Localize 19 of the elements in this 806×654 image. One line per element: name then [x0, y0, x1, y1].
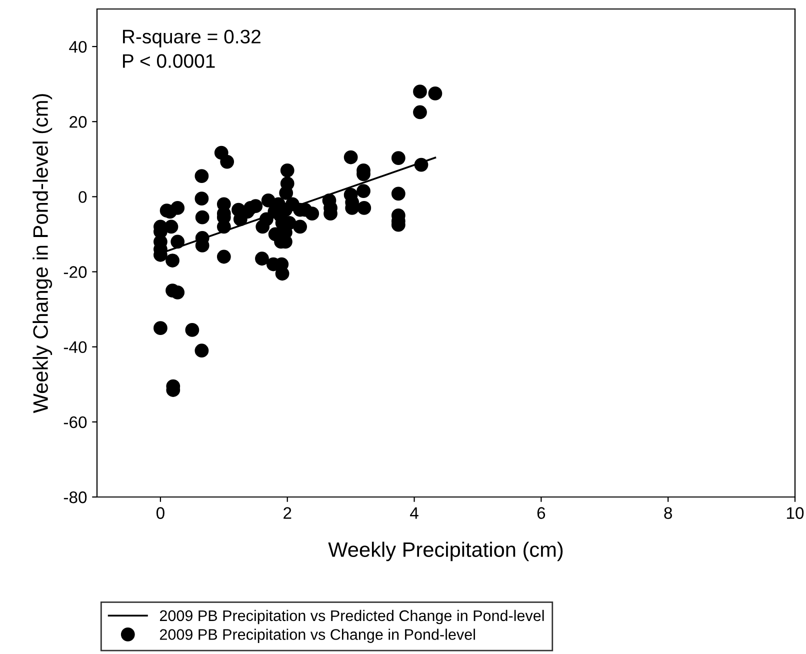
y-tick-label: -60 — [64, 416, 87, 428]
legend-label: 2009 PB Precipitation vs Change in Pond-level — [160, 628, 475, 643]
x-tick-label: 10 — [787, 507, 804, 519]
y-tick-label: -20 — [64, 266, 87, 278]
legend-label: 2009 PB Precipitation vs Predicted Change in Pond-level — [160, 610, 544, 624]
x-tick-label: 0 — [156, 507, 164, 519]
y-tick-label: 0 — [78, 191, 87, 203]
y-tick-label: -40 — [64, 341, 87, 354]
annotation: P < 0.0001 — [123, 54, 215, 68]
x-tick-label: 8 — [664, 507, 672, 519]
y-axis-title: Weekly Change in Pond-level (cm) — [32, 94, 52, 414]
x-tick-label: 2 — [284, 507, 292, 519]
x-tick-label: 6 — [537, 507, 546, 519]
y-tick-label: 20 — [70, 116, 87, 128]
x-tick-label: 4 — [410, 507, 418, 519]
y-tick-label: -80 — [64, 491, 87, 504]
annotation: R-square = 0.32 — [123, 30, 260, 48]
y-tick-label: 40 — [69, 40, 87, 53]
x-axis-title: Weekly Precipitation (cm) — [328, 542, 563, 562]
